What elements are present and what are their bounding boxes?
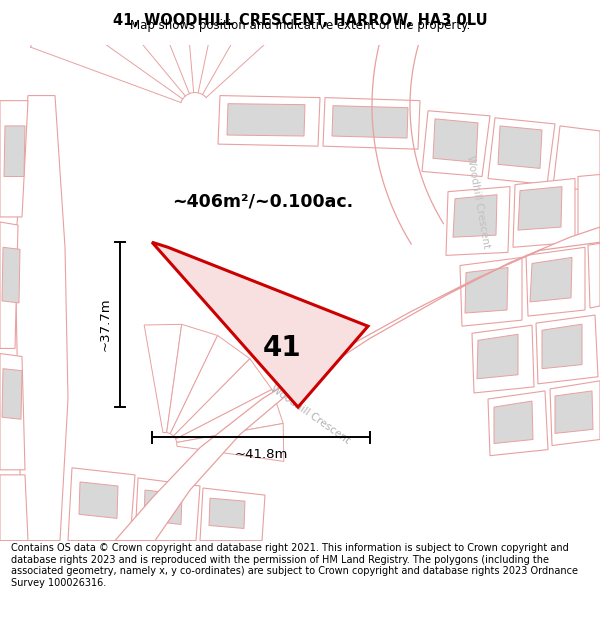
Polygon shape [494,401,533,444]
Polygon shape [209,498,245,529]
Polygon shape [477,334,518,379]
Text: Woodhill Crescent: Woodhill Crescent [269,383,352,445]
Polygon shape [68,468,135,541]
Text: ~37.7m: ~37.7m [99,298,112,351]
Polygon shape [177,424,284,461]
Polygon shape [170,336,250,436]
Polygon shape [498,126,542,168]
Text: 41, WOODHILL CRESCENT, HARROW, HA3 0LU: 41, WOODHILL CRESCENT, HARROW, HA3 0LU [113,12,487,28]
Polygon shape [446,187,510,256]
Polygon shape [536,315,598,384]
Polygon shape [526,248,585,316]
Text: Contains OS data © Crown copyright and database right 2021. This information is : Contains OS data © Crown copyright and d… [11,543,578,588]
Polygon shape [2,369,22,419]
Polygon shape [115,227,600,541]
Polygon shape [472,325,534,393]
Polygon shape [135,478,200,541]
Text: Woodhill Crescent: Woodhill Crescent [465,154,491,249]
Polygon shape [176,389,283,442]
Polygon shape [173,359,272,439]
Text: Map shows position and indicative extent of the property.: Map shows position and indicative extent… [130,19,470,32]
Polygon shape [144,324,182,432]
Polygon shape [578,174,600,239]
Text: 41: 41 [263,334,301,362]
Polygon shape [513,179,575,248]
Polygon shape [453,195,497,237]
Polygon shape [4,126,25,176]
Polygon shape [465,268,508,313]
Polygon shape [152,242,368,407]
Polygon shape [0,475,28,541]
Polygon shape [167,324,218,434]
Polygon shape [332,106,408,138]
Polygon shape [518,187,562,230]
Polygon shape [0,222,18,349]
Polygon shape [218,96,320,146]
Polygon shape [227,104,305,136]
Polygon shape [0,101,28,217]
Polygon shape [422,111,490,176]
Polygon shape [530,258,572,302]
Text: ~406m²/~0.100ac.: ~406m²/~0.100ac. [172,192,353,211]
Polygon shape [460,258,522,326]
Polygon shape [0,45,600,541]
Text: ~41.8m: ~41.8m [235,448,287,461]
Polygon shape [488,118,555,184]
Polygon shape [542,324,582,369]
Polygon shape [488,391,548,456]
Polygon shape [323,98,420,149]
Polygon shape [555,391,593,433]
Polygon shape [553,126,600,192]
Polygon shape [433,119,478,162]
Polygon shape [144,490,182,524]
Polygon shape [588,243,600,308]
Polygon shape [550,381,600,446]
Polygon shape [15,96,68,541]
Polygon shape [200,488,265,541]
Polygon shape [0,354,25,470]
Polygon shape [79,482,118,518]
Polygon shape [2,248,20,303]
